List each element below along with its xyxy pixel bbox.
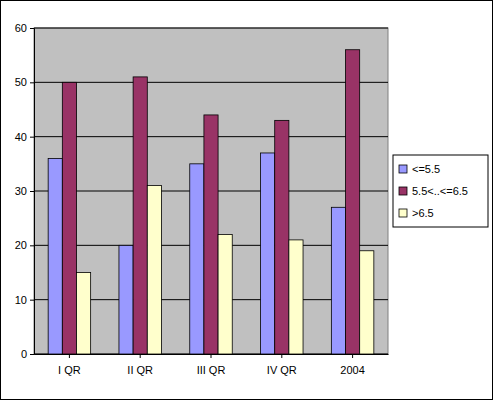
y-tick: 0 — [21, 348, 34, 360]
x-tick: 2004 — [340, 354, 364, 376]
x-tick-mark — [140, 354, 141, 358]
y-tick-label: 0 — [21, 348, 27, 360]
y-axis-line — [30, 29, 35, 355]
x-tick-mark — [211, 354, 212, 358]
bar — [190, 164, 204, 354]
x-tick-mark — [352, 354, 353, 358]
legend-label: 5.5<..<=6.5 — [412, 185, 468, 197]
y-tick: 50 — [15, 76, 34, 88]
y-tick: 30 — [15, 185, 34, 197]
legend-swatch — [399, 165, 407, 173]
y-tick: 40 — [15, 131, 34, 143]
y-tick-mark — [30, 300, 34, 301]
x-tick-label: II QR — [127, 364, 153, 376]
y-tick-label: 30 — [15, 185, 27, 197]
y-tick-mark — [30, 191, 34, 192]
y-tick-mark — [30, 82, 34, 83]
y-tick: 20 — [15, 239, 34, 251]
grid — [34, 28, 388, 354]
bar — [119, 245, 133, 354]
bar — [48, 158, 62, 354]
bar — [62, 82, 76, 354]
bars — [48, 50, 374, 354]
x-tick-mark — [69, 354, 70, 358]
y-tick: 10 — [15, 294, 34, 306]
y-tick-mark — [30, 28, 34, 29]
chart-border — [1, 1, 493, 400]
legend-label: >6.5 — [412, 207, 434, 219]
y-tick-mark — [30, 137, 34, 138]
legend-box — [393, 155, 488, 227]
x-tick-mark — [281, 354, 282, 358]
bar — [147, 186, 161, 354]
y-tick-label: 20 — [15, 239, 27, 251]
y-tick-label: 50 — [15, 76, 27, 88]
x-tick: I QR — [58, 354, 81, 376]
legend-swatch — [399, 209, 407, 217]
y-axis: 0 10 20 30 40 50 60 — [15, 22, 35, 360]
plot-area — [34, 28, 388, 354]
bar — [360, 251, 374, 354]
chart: 0 10 20 30 40 50 60 I QR II QR III QR IV QR 2004 <=5… — [0, 0, 493, 400]
bar — [331, 207, 345, 354]
bar — [275, 120, 289, 354]
x-tick-label: I QR — [58, 364, 81, 376]
x-tick-label: IV QR — [267, 364, 297, 376]
legend: <=5.5 5.5<..<=6.5 >6.5 — [393, 155, 488, 227]
x-tick: III QR — [197, 354, 226, 376]
bar — [204, 115, 218, 354]
x-tick-label: 2004 — [340, 364, 364, 376]
x-tick-label: III QR — [197, 364, 226, 376]
bar — [289, 240, 303, 354]
x-tick: IV QR — [267, 354, 297, 376]
y-tick-mark — [30, 245, 34, 246]
y-tick: 60 — [15, 22, 34, 34]
y-tick-mark — [30, 354, 34, 355]
bar — [133, 77, 147, 354]
legend-label: <=5.5 — [412, 163, 440, 175]
x-axis: I QR II QR III QR IV QR 2004 — [35, 354, 389, 376]
bar — [76, 273, 90, 355]
bar — [346, 50, 360, 354]
grid-line — [34, 82, 388, 83]
grid-line — [34, 28, 388, 29]
y-tick-label: 10 — [15, 294, 27, 306]
x-tick: II QR — [127, 354, 153, 376]
bar — [218, 234, 232, 354]
y-tick-label: 60 — [15, 22, 27, 34]
legend-swatch — [399, 187, 407, 195]
bar — [261, 153, 275, 354]
y-tick-label: 40 — [15, 131, 27, 143]
